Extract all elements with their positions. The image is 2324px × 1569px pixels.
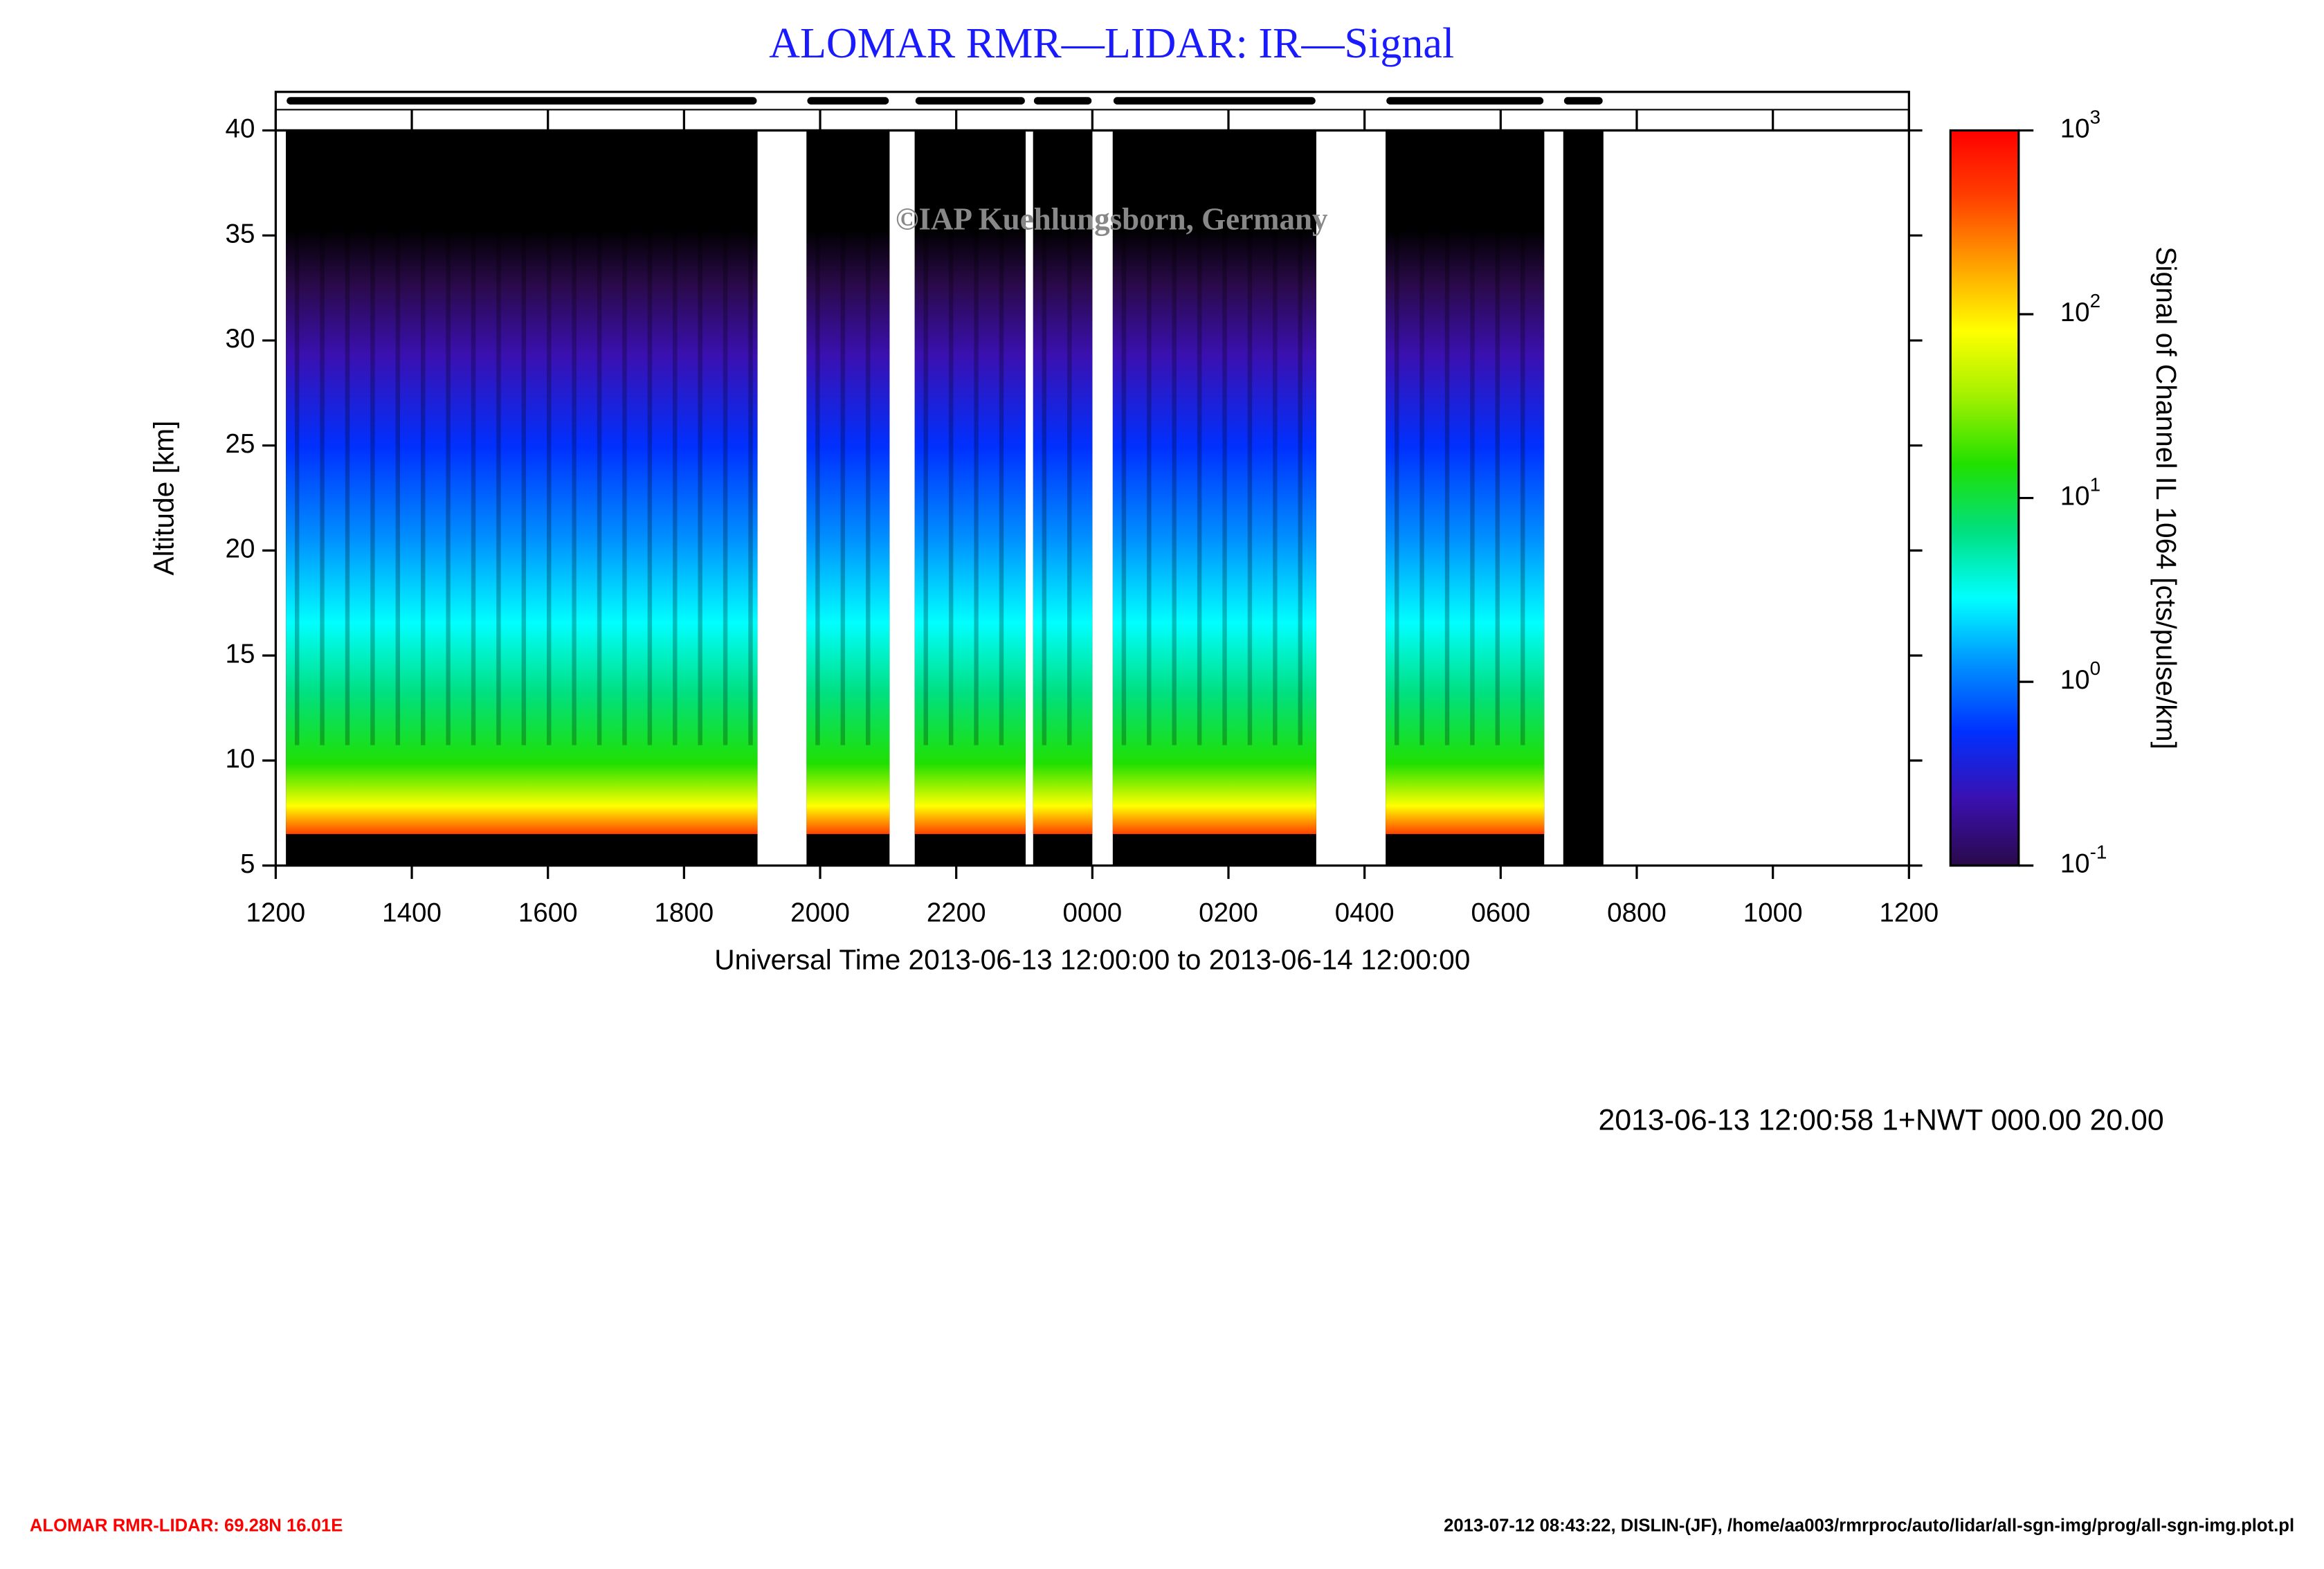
colorbar-tick-exponent: 2 (2090, 290, 2100, 311)
signal-streak (1444, 130, 1450, 745)
signal-streak (521, 130, 527, 745)
signal-streak (948, 130, 954, 745)
signal-streak (866, 130, 871, 745)
footer-left: ALOMAR RMR-LIDAR: 69.28N 16.01E (30, 1516, 343, 1536)
x-tick-label: 1000 (1743, 898, 1803, 927)
signal-streak (840, 130, 846, 745)
signal-streak (1520, 130, 1525, 745)
x-tick-label: 1400 (382, 898, 442, 927)
signal-streak (974, 130, 979, 745)
signal-streak (1067, 130, 1072, 745)
y-tick-label: 25 (226, 429, 255, 459)
signal-streak (748, 130, 753, 745)
x-tick-label: 1200 (246, 898, 306, 927)
signal-streak (815, 130, 820, 745)
colorbar-tick-exponent: -1 (2090, 842, 2107, 863)
colorbar-tick-exponent: 0 (2090, 657, 2100, 679)
signal-column (286, 130, 758, 835)
signal-streak (923, 130, 928, 745)
signal-streak (1172, 130, 1177, 745)
x-tick-label: 0000 (1062, 898, 1122, 927)
signal-streak (294, 130, 300, 745)
signal-streak (597, 130, 602, 745)
signal-streak (446, 130, 451, 745)
period-block (1563, 130, 1604, 866)
signal-column (914, 130, 1026, 835)
signal-streak (572, 130, 577, 745)
info-text: 2013-06-13 12:00:58 1+NWT 000.00 20.00 (1599, 1103, 2164, 1136)
signal-column (806, 130, 890, 835)
signal-streak (1197, 130, 1202, 745)
colorbar-tick-exponent: 1 (2090, 474, 2100, 496)
colorbar-tick-base: 10 (2060, 665, 2090, 695)
signal-streak (1395, 130, 1399, 745)
signal-column (1386, 130, 1545, 835)
colorbar-tick-base: 10 (2060, 298, 2090, 327)
colorbar-tick-label: 10-1 (2060, 842, 2107, 879)
y-tick-label: 40 (226, 114, 255, 144)
signal-streak (1495, 130, 1500, 745)
colorbar-tick-base: 10 (2060, 849, 2090, 879)
colorbar-tick-exponent: 3 (2090, 107, 2100, 128)
colorbar-tick-label: 102 (2060, 290, 2100, 327)
chart-title: ALOMAR RMR—LIDAR: IR—Signal (769, 20, 1454, 67)
colorbar-label: Signal of Channel IL 1064 [cts/pulse/km] (2150, 246, 2182, 749)
signal-column (1033, 130, 1093, 835)
x-tick-label: 0800 (1607, 898, 1667, 927)
signal-streak (1247, 130, 1253, 745)
colorbar-tick-base: 10 (2060, 114, 2090, 144)
signal-streak (1419, 130, 1424, 745)
signal-streak (1298, 130, 1302, 745)
y-tick-label: 20 (226, 534, 255, 564)
signal-streak (698, 130, 702, 745)
x-tick-label: 2200 (927, 898, 986, 927)
signal-streak (647, 130, 653, 745)
signal-streak (1273, 130, 1278, 745)
x-tick-label: 1600 (518, 898, 578, 927)
colorbar-tick-label: 103 (2060, 107, 2100, 144)
x-tick-label: 1200 (1879, 898, 1939, 927)
signal-streak (999, 130, 1004, 745)
x-tick-label: 0400 (1335, 898, 1395, 927)
watermark: ©IAP Kuehlungsborn, Germany (896, 202, 1328, 237)
x-axis-label: Universal Time 2013-06-13 12:00:00 to 20… (714, 944, 1470, 976)
x-tick-label: 0600 (1471, 898, 1530, 927)
x-tick-label: 1800 (655, 898, 714, 927)
signal-streak (622, 130, 627, 745)
signal-streak (345, 130, 350, 745)
signal-streak (320, 130, 325, 745)
signal-column (1112, 130, 1316, 835)
signal-streak (471, 130, 476, 745)
signal-streak (1222, 130, 1227, 745)
y-tick-label: 30 (226, 324, 255, 354)
signal-streak (421, 130, 426, 745)
footer-right: 2013-07-12 08:43:22, DISLIN-(JF), /home/… (1444, 1516, 2294, 1536)
colorbar-tick-base: 10 (2060, 482, 2090, 511)
y-tick-label: 15 (226, 639, 255, 669)
signal-streak (1042, 130, 1047, 745)
signal-streak (496, 130, 501, 745)
signal-streak (395, 130, 401, 745)
signal-streak (370, 130, 375, 745)
y-tick-label: 35 (226, 219, 255, 248)
y-axis-label: Altitude [km] (148, 421, 180, 576)
y-tick-label: 5 (240, 849, 255, 879)
colorbar-tick-label: 101 (2060, 474, 2100, 511)
signal-streak (1121, 130, 1127, 745)
signal-streak (1470, 130, 1475, 745)
colorbar (1949, 129, 2020, 867)
x-tick-label: 2000 (790, 898, 850, 927)
signal-streak (723, 130, 728, 745)
y-tick-label: 10 (226, 744, 255, 774)
signal-streak (547, 130, 552, 745)
signal-streak (673, 130, 678, 745)
colorbar-tick-label: 100 (2060, 657, 2100, 695)
x-tick-label: 0200 (1199, 898, 1258, 927)
signal-streak (1147, 130, 1152, 745)
